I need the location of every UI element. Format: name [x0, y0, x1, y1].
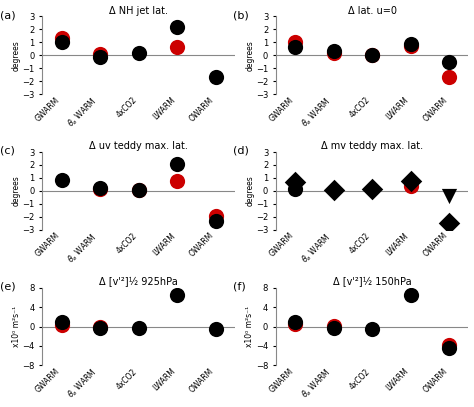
Point: [330, 325, 337, 331]
Point: [407, 182, 414, 189]
Point: [407, 40, 414, 47]
Title: Δ lat. u=0: Δ lat. u=0: [347, 6, 397, 15]
Text: (e): (e): [0, 282, 16, 291]
Text: (d): (d): [233, 146, 249, 156]
Point: [96, 325, 104, 331]
Point: [58, 39, 65, 46]
Point: [135, 187, 142, 193]
Point: [58, 322, 65, 328]
Title: Δ [v'²]½ 150hPa: Δ [v'²]½ 150hPa: [333, 277, 411, 287]
Point: [58, 35, 65, 42]
Point: [330, 322, 337, 329]
Title: Δ mv teddy max. lat.: Δ mv teddy max. lat.: [321, 141, 423, 151]
Point: [212, 217, 219, 224]
Point: [292, 179, 299, 186]
Point: [96, 50, 104, 57]
Point: [446, 193, 453, 199]
Point: [173, 161, 181, 168]
Point: [135, 49, 142, 56]
Point: [212, 213, 219, 219]
Point: [96, 186, 104, 192]
Point: [330, 50, 337, 57]
Point: [96, 184, 104, 191]
Point: [330, 187, 337, 193]
Point: [135, 324, 142, 331]
Point: [292, 186, 299, 192]
Point: [58, 318, 65, 325]
Point: [446, 59, 453, 65]
Point: [446, 342, 453, 348]
Point: [407, 43, 414, 49]
Point: [292, 318, 299, 325]
Point: [292, 321, 299, 327]
Text: (f): (f): [233, 282, 246, 291]
Point: [173, 292, 181, 298]
Point: [58, 177, 65, 183]
Point: [368, 51, 376, 58]
Text: (a): (a): [0, 10, 16, 20]
Point: [368, 326, 376, 332]
Title: Δ uv teddy max. lat.: Δ uv teddy max. lat.: [89, 141, 188, 151]
Y-axis label: degrees: degrees: [246, 40, 255, 70]
Point: [96, 323, 104, 330]
Point: [368, 51, 376, 58]
Y-axis label: degrees: degrees: [12, 40, 21, 70]
Point: [446, 220, 453, 227]
Point: [292, 39, 299, 46]
Y-axis label: degrees: degrees: [246, 175, 255, 206]
Point: [96, 54, 104, 60]
Y-axis label: x10⁰ m²s⁻¹: x10⁰ m²s⁻¹: [12, 306, 21, 347]
Title: Δ [v'²]½ 925hPa: Δ [v'²]½ 925hPa: [99, 277, 178, 287]
Title: Δ NH jet lat.: Δ NH jet lat.: [109, 6, 168, 15]
Text: (c): (c): [0, 146, 15, 156]
Point: [135, 187, 142, 193]
Point: [330, 48, 337, 55]
Y-axis label: x10⁰ m²s⁻¹: x10⁰ m²s⁻¹: [246, 306, 255, 347]
Point: [292, 44, 299, 50]
Point: [446, 74, 453, 81]
Point: [212, 326, 219, 332]
Point: [212, 74, 219, 81]
Point: [173, 178, 181, 184]
Point: [407, 178, 414, 184]
Point: [173, 44, 181, 50]
Point: [173, 24, 181, 30]
Text: (b): (b): [233, 10, 249, 20]
Point: [446, 345, 453, 352]
Y-axis label: degrees: degrees: [12, 175, 21, 206]
Point: [407, 292, 414, 298]
Point: [368, 186, 376, 192]
